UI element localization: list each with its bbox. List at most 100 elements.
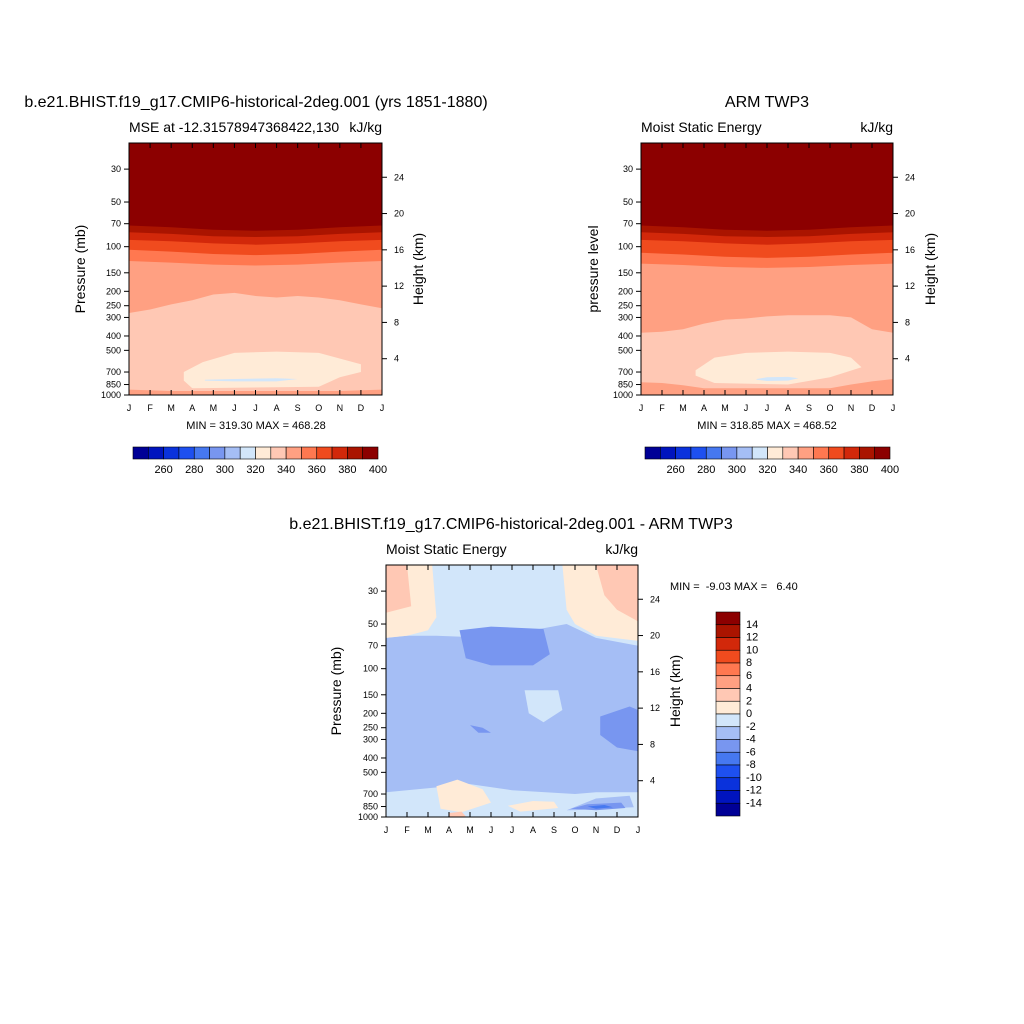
colorbar-label: 4: [746, 683, 752, 695]
y-tick-label: 300: [106, 312, 121, 322]
x-tick-label: F: [147, 403, 153, 413]
colorbar-box: [715, 700, 741, 715]
colorbar-label: 380: [850, 464, 868, 476]
x-tick-label: N: [593, 825, 600, 835]
x-tick-label: O: [315, 403, 322, 413]
colorbar-box: [660, 446, 676, 460]
colorbar-label: 280: [697, 464, 715, 476]
y-right-tick-label: 16: [394, 245, 404, 255]
x-tick-label: A: [274, 403, 280, 413]
colorbar-label: 8: [746, 657, 752, 669]
fill-310-blob: [756, 376, 799, 381]
y-tick-label: 250: [618, 301, 633, 311]
panel-obs-plot: [641, 143, 893, 395]
colorbar-box: [163, 446, 180, 460]
colorbar-box: [331, 446, 348, 460]
y-right-tick-label: 8: [905, 317, 910, 327]
x-tick-label: N: [337, 403, 344, 413]
y-tick-label: 50: [111, 197, 121, 207]
colorbar-box: [285, 446, 302, 460]
colorbar-label: 340: [277, 464, 295, 476]
y-tick-label: 1000: [613, 390, 633, 400]
colorbar-box: [132, 446, 149, 460]
y-tick-label: 250: [363, 723, 378, 733]
y-right-tick-label: 12: [394, 281, 404, 291]
colorbar-box: [874, 446, 891, 460]
panel-diff-right-string: kJ/kg: [605, 541, 638, 557]
x-tick-label: J: [765, 403, 770, 413]
fill-diff-pos-4: [386, 565, 412, 613]
y-tick-label: 50: [368, 619, 378, 629]
colorbar-label: 400: [369, 464, 387, 476]
y-tick-label: 700: [363, 789, 378, 799]
y-tick-label: 50: [623, 197, 633, 207]
y-tick-label: 150: [363, 690, 378, 700]
colorbar-box: [715, 739, 741, 753]
colorbar-label: -4: [746, 734, 756, 746]
y-tick-label: 700: [618, 367, 633, 377]
colorbar-box: [362, 446, 379, 460]
panel-model-title: b.e21.BHIST.f19_g17.CMIP6-historical-2de…: [24, 94, 487, 111]
y-right-tick-label: 24: [650, 594, 660, 604]
x-tick-label: A: [785, 403, 791, 413]
colorbar-box: [316, 446, 333, 460]
x-tick-label: J: [380, 403, 385, 413]
y-tick-label: 70: [368, 641, 378, 651]
x-tick-label: J: [510, 825, 515, 835]
colorbar-box: [270, 446, 287, 460]
y-right-tick-label: 16: [905, 245, 915, 255]
colorbar-box: [715, 611, 741, 626]
colorbar-label: 10: [746, 644, 758, 656]
colorbar-label: 340: [789, 464, 807, 476]
panel-obs-colorbar: 260 280 300 320 340 360 380 400: [644, 446, 899, 476]
y-tick-label: 100: [106, 242, 121, 252]
y-tick-label: 500: [618, 345, 633, 355]
x-tick-label: S: [295, 403, 301, 413]
panel-diff: b.e21.BHIST.f19_g17.CMIP6-historical-2de…: [289, 516, 798, 835]
y-tick-label: 70: [111, 219, 121, 229]
colorbar-box: [690, 446, 707, 460]
colorbar-box: [347, 446, 363, 460]
panel-model-ylabel: Pressure (mb): [72, 225, 88, 314]
panel-obs-left-string: Moist Static Energy: [641, 119, 762, 135]
colorbar-box: [301, 446, 318, 460]
colorbar-box: [209, 446, 226, 460]
y-tick-label: 850: [618, 380, 633, 390]
colorbar-box: [224, 446, 241, 460]
colorbar-box: [705, 446, 722, 460]
x-tick-label: M: [679, 403, 687, 413]
colorbar-box: [715, 751, 741, 766]
fill-diff-neg-8-low: [587, 805, 613, 809]
x-tick-label: A: [446, 825, 452, 835]
colorbar-label: -2: [746, 721, 756, 733]
x-tick-label: J: [253, 403, 258, 413]
fill-max: [641, 143, 893, 218]
colorbar-label: 380: [338, 464, 356, 476]
colorbar-box: [715, 624, 741, 638]
x-tick-label: F: [404, 825, 410, 835]
colorbar-box: [178, 446, 195, 460]
y-tick-label: 1000: [101, 390, 121, 400]
colorbar-label: 360: [820, 464, 838, 476]
y-right-tick-label: 20: [650, 631, 660, 641]
colorbar-label: 260: [666, 464, 684, 476]
y-right-tick-label: 24: [905, 172, 915, 182]
x-tick-label: M: [424, 825, 432, 835]
colorbar-box: [715, 802, 741, 817]
fill-diff-neg-6-a: [459, 626, 550, 666]
y-tick-label: 30: [111, 164, 121, 174]
panel-obs-ylabel: pressure level: [585, 225, 601, 312]
y-tick-label: 500: [363, 767, 378, 777]
colorbar-box: [715, 688, 741, 702]
fill-diff-neg-4-block: [386, 624, 638, 794]
colorbar-box: [767, 446, 784, 460]
y-tick-label: 400: [618, 331, 633, 341]
colorbar-box: [751, 446, 768, 460]
colorbar-label: 6: [746, 670, 752, 682]
panel-diff-plot: [386, 565, 638, 817]
fill-320-blob: [695, 351, 862, 385]
colorbar-box: [715, 790, 741, 804]
